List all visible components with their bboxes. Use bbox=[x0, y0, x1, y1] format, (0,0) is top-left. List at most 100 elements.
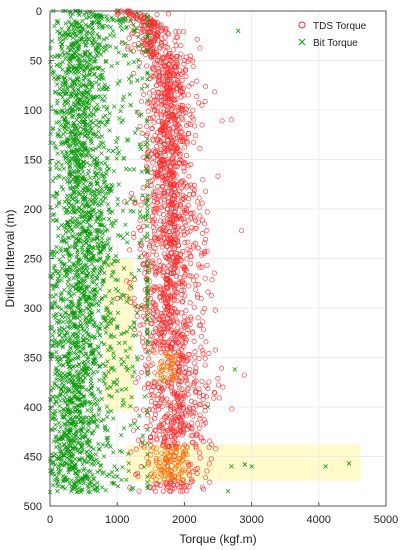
tds-point bbox=[162, 146, 168, 152]
tds-point bbox=[209, 277, 215, 283]
tds-point bbox=[170, 47, 176, 53]
tds-point bbox=[177, 201, 183, 207]
tds-point bbox=[157, 153, 163, 159]
tds-point bbox=[153, 272, 159, 278]
tds-point bbox=[191, 182, 197, 188]
tds-point bbox=[141, 445, 147, 451]
tds-point bbox=[159, 184, 165, 190]
tds-point bbox=[151, 73, 157, 79]
tds-point bbox=[183, 365, 189, 371]
tds-point bbox=[193, 444, 199, 450]
tds-point bbox=[162, 445, 168, 451]
tds-point bbox=[135, 437, 141, 443]
tds-point bbox=[156, 325, 163, 332]
tds-point bbox=[181, 314, 187, 320]
tds-point bbox=[163, 142, 169, 148]
tds-point bbox=[131, 234, 137, 240]
tds-point bbox=[185, 317, 191, 323]
tds-point bbox=[172, 160, 179, 166]
tds-point bbox=[182, 58, 188, 64]
tds-point bbox=[175, 231, 181, 237]
tds-point bbox=[180, 160, 186, 166]
tds-point bbox=[134, 16, 141, 22]
tds-point bbox=[159, 423, 165, 429]
tds-point bbox=[180, 450, 186, 457]
tds-point bbox=[187, 300, 193, 306]
tds-point bbox=[140, 23, 146, 29]
tds-point bbox=[152, 488, 158, 494]
tds-point bbox=[162, 34, 168, 40]
tds-point bbox=[186, 83, 192, 89]
tds-point bbox=[162, 436, 168, 442]
tds-point bbox=[185, 370, 191, 376]
tds-point bbox=[201, 221, 207, 227]
tds-point bbox=[142, 28, 148, 34]
tds-point bbox=[166, 61, 172, 68]
tds-point bbox=[148, 398, 154, 404]
tds-point bbox=[140, 407, 147, 413]
tds-point bbox=[158, 286, 164, 292]
tds-point bbox=[186, 283, 192, 289]
tds-point bbox=[165, 444, 171, 450]
tds-point bbox=[148, 296, 154, 302]
tds-point bbox=[154, 437, 160, 443]
tds-point bbox=[132, 302, 138, 308]
tds-point bbox=[149, 65, 155, 71]
tds-point bbox=[188, 479, 194, 485]
tds-point bbox=[163, 254, 169, 260]
tds-point bbox=[162, 39, 168, 46]
tds-point bbox=[169, 486, 175, 492]
tds-point bbox=[153, 326, 159, 332]
tds-point bbox=[163, 180, 169, 186]
tds-point bbox=[173, 273, 179, 279]
tds-point bbox=[169, 202, 175, 208]
tds-point bbox=[156, 58, 163, 64]
tds-point bbox=[179, 432, 185, 438]
tds-point bbox=[163, 178, 169, 185]
tds-point bbox=[141, 260, 147, 266]
tds-point bbox=[172, 64, 178, 70]
tds-point bbox=[171, 419, 177, 426]
tds-point bbox=[159, 127, 166, 134]
tds-point bbox=[177, 460, 183, 466]
tds-point bbox=[211, 395, 217, 401]
tds-point bbox=[151, 228, 157, 234]
tds-point bbox=[131, 16, 137, 22]
tds-point bbox=[163, 133, 169, 139]
tds-point bbox=[157, 268, 163, 274]
tds-point bbox=[170, 361, 176, 367]
tds-point bbox=[174, 123, 180, 129]
tds-point bbox=[178, 471, 184, 477]
tds-point bbox=[211, 270, 217, 276]
tds-point bbox=[159, 174, 165, 180]
tds-point bbox=[153, 436, 159, 442]
tds-point bbox=[201, 417, 208, 423]
tds-point bbox=[193, 273, 199, 279]
tds-point bbox=[173, 328, 179, 334]
tds-point bbox=[169, 450, 175, 456]
tds-point bbox=[163, 26, 169, 32]
tds-point bbox=[148, 417, 154, 423]
tds-point bbox=[151, 104, 157, 110]
tds-point bbox=[162, 26, 168, 32]
tds-point bbox=[175, 34, 181, 40]
tds-point bbox=[162, 480, 168, 486]
tds-point bbox=[157, 346, 163, 352]
tds-point bbox=[174, 318, 180, 324]
tds-point bbox=[161, 211, 167, 218]
tds-point bbox=[157, 138, 163, 144]
tds-point bbox=[167, 210, 173, 216]
tds-point bbox=[173, 373, 179, 380]
tds-point bbox=[182, 144, 188, 150]
tds-point bbox=[137, 60, 143, 66]
tds-point bbox=[150, 191, 157, 197]
tds-point bbox=[133, 446, 139, 452]
tds-point bbox=[202, 98, 208, 104]
tds-point bbox=[192, 218, 199, 224]
tds-point bbox=[190, 242, 196, 248]
tds-point bbox=[177, 385, 183, 391]
tds-point bbox=[165, 199, 171, 205]
tds-point bbox=[158, 263, 164, 269]
tds-point bbox=[130, 29, 136, 36]
tds-point bbox=[162, 304, 168, 310]
